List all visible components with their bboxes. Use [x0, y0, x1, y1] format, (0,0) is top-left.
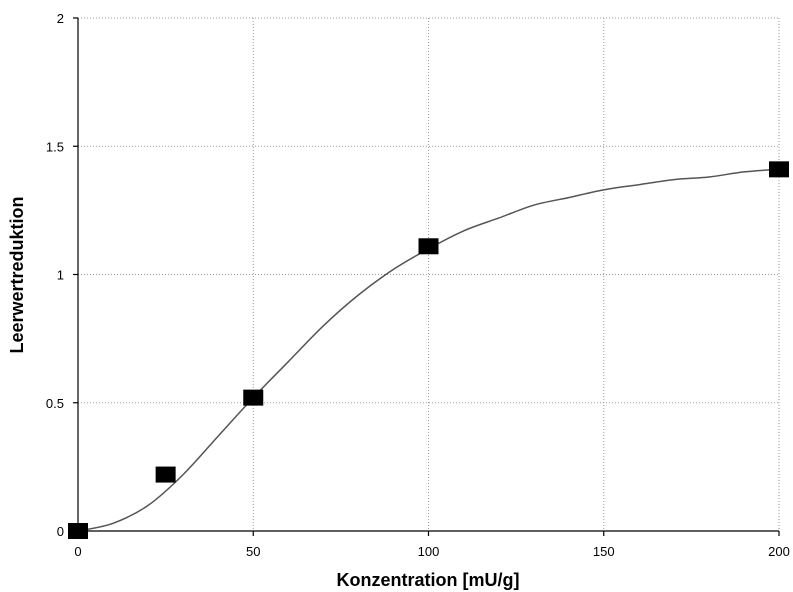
x-ticks: 0 50 100 150 200 — [74, 531, 789, 559]
x-tick-label: 100 — [418, 544, 440, 559]
data-point — [419, 238, 439, 254]
y-ticks: 0 0.5 1 1.5 2 — [46, 11, 78, 539]
x-tick-label: 150 — [593, 544, 615, 559]
data-point — [243, 390, 263, 406]
y-axis-label: Leerwertreduktion — [7, 196, 27, 353]
data-point — [769, 161, 789, 177]
y-tick-label: 0.5 — [46, 396, 64, 411]
y-tick-label: 1.5 — [46, 139, 64, 154]
fit-curve — [78, 169, 779, 531]
x-tick-label: 0 — [74, 544, 81, 559]
y-tick-label: 0 — [57, 524, 64, 539]
y-tick-label: 2 — [57, 11, 64, 26]
x-tick-label: 200 — [768, 544, 790, 559]
data-point — [68, 523, 88, 539]
x-axis-label: Konzentration [mU/g] — [337, 570, 520, 590]
data-point — [156, 467, 176, 483]
grid — [78, 18, 779, 531]
x-tick-label: 50 — [246, 544, 260, 559]
y-tick-label: 1 — [57, 268, 64, 283]
